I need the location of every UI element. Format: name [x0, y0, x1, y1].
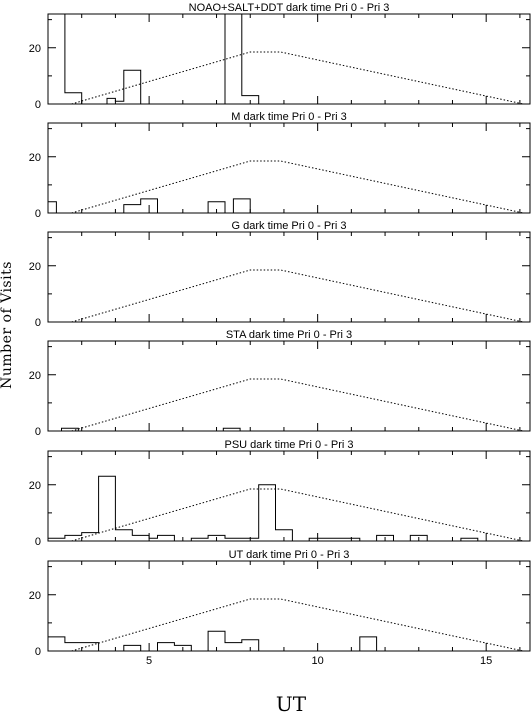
y-tick-label: 0: [35, 99, 41, 111]
panel-2: M dark time Pri 0 - Pri 3 0 20: [29, 111, 531, 220]
panel-title: UT dark time Pri 0 - Pri 3: [229, 549, 350, 561]
y-tick-label: 20: [29, 261, 41, 273]
y-tick-label: 0: [35, 646, 41, 658]
panel-frame: [47, 560, 531, 652]
panel-3: G dark time Pri 0 - Pri 3 0 20: [29, 220, 531, 329]
histogram-bars: [47, 13, 260, 105]
reference-curve: [71, 598, 524, 652]
panel-4: STA dark time Pri 0 - Pri 3 0 20: [29, 329, 531, 438]
histogram-bars: [61, 427, 241, 432]
y-tick-label: 0: [35, 426, 41, 438]
reference-curve: [71, 378, 524, 432]
x-tick-label: 15: [480, 655, 492, 667]
y-tick-label: 0: [35, 536, 41, 548]
y-tick-label: 20: [29, 370, 41, 382]
y-axis-label: Number of Visits: [0, 261, 15, 389]
panel-title: G dark time Pri 0 - Pri 3: [232, 220, 347, 232]
reference-curve: [71, 51, 524, 105]
x-tick-label: 5: [146, 655, 152, 667]
y-tick-label: 20: [29, 590, 41, 602]
reference-curve: [71, 269, 524, 323]
reference-curve: [71, 160, 524, 214]
panel-frame: [47, 340, 531, 432]
histogram-bars: [47, 630, 378, 652]
panel-title: M dark time Pri 0 - Pri 3: [231, 111, 347, 123]
panel-frame: [47, 231, 531, 323]
y-tick-label: 0: [35, 317, 41, 329]
y-tick-label: 0: [35, 208, 41, 220]
panel-frame: [47, 122, 531, 214]
histogram-bars: [47, 475, 479, 542]
panel-frame: [47, 450, 531, 542]
x-axis-label: UT: [276, 692, 307, 716]
y-tick-label: 20: [29, 43, 41, 55]
panel-title: PSU dark time Pri 0 - Pri 3: [225, 439, 354, 451]
histogram-bars: [47, 198, 251, 214]
panel-6: UT dark time Pri 0 - Pri 3 5 10 15 0 20: [29, 549, 531, 667]
x-tick-label: 10: [312, 655, 324, 667]
panel-5: PSU dark time Pri 0 - Pri 3 0 20: [29, 439, 531, 548]
panel-title: STA dark time Pri 0 - Pri 3: [226, 329, 352, 341]
panel-frame: [47, 13, 531, 105]
panels-group: NOAO+SALT+DDT dark time Pri 0 - Pri 3 0 20…: [29, 2, 531, 667]
panel-1: NOAO+SALT+DDT dark time Pri 0 - Pri 3 0 20: [29, 2, 531, 111]
y-tick-label: 20: [29, 480, 41, 492]
y-tick-label: 20: [29, 152, 41, 164]
panel-title: NOAO+SALT+DDT dark time Pri 0 - Pri 3: [189, 2, 390, 14]
reference-curve: [71, 488, 524, 542]
